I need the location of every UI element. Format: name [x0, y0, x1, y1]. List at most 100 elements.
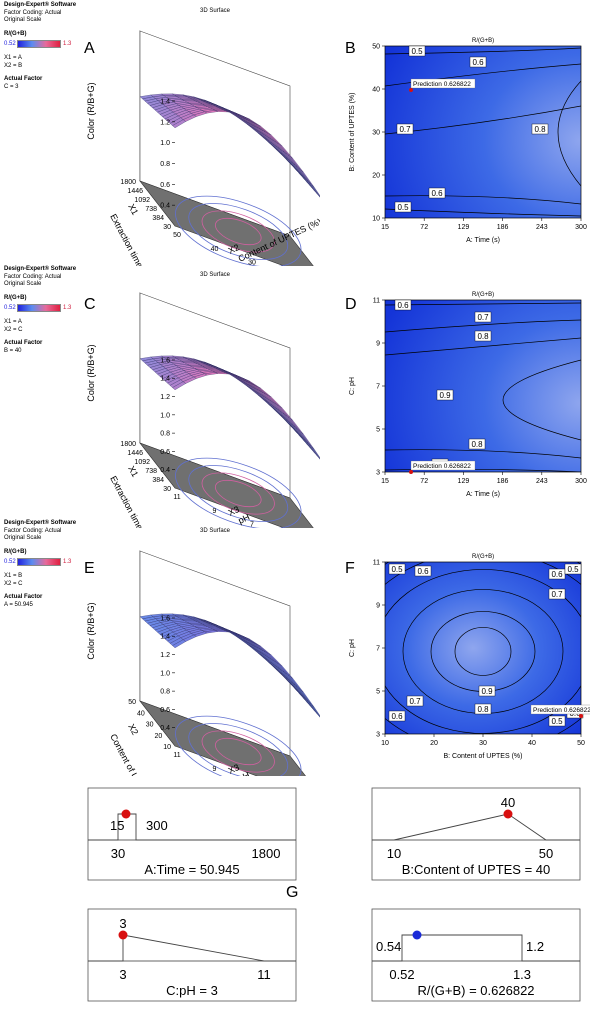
x1-tick-label: 738 — [145, 468, 157, 475]
z-tick-label: 0.8 — [160, 431, 170, 438]
contour-plot-b: 0.5 0.6 0.7 0.8 0.6 0.5 Prediction 0.626822 15 7… — [349, 44, 587, 245]
factor-coding: Factor Coding: Actual — [4, 527, 62, 534]
z-tick-label: 1.6 — [160, 357, 170, 364]
x2-assign: X2 = C — [4, 326, 23, 333]
surface-cell — [300, 170, 315, 188]
legend-high: 1.3 — [63, 41, 72, 48]
contour-label-box — [478, 685, 496, 697]
contour-label: 0.7 — [399, 125, 411, 134]
x1-axis-title: Content of UPTES (%) — [108, 732, 159, 776]
panel-letter-e: E — [84, 560, 95, 577]
contour-label: 0.5 — [397, 203, 409, 212]
panel-letter-d: D — [345, 296, 357, 313]
x1-tick-label: 384 — [152, 215, 164, 222]
ramp-right-tick: 1800 — [252, 846, 281, 861]
contour-label-box — [406, 695, 424, 707]
contour-label: 0.5 — [567, 565, 579, 574]
ramp-high: 1.2 — [526, 939, 544, 954]
x1-axis-title: Extraction time (s) — [108, 474, 151, 528]
contour-label-box — [408, 45, 426, 57]
prediction-box — [530, 704, 590, 715]
floor-contour — [188, 203, 289, 260]
x1-tick-label: 30 — [163, 486, 171, 493]
actual-factor-label: Actual Factor — [4, 76, 43, 82]
contour-title-d: R/(G+B) — [472, 292, 495, 298]
contour-label-box — [394, 299, 412, 311]
prediction-point — [579, 714, 583, 718]
ramp-title: R/(G+B) = 0.626822 — [417, 983, 534, 998]
ramp-box — [371, 908, 581, 1002]
contour-label: 0.6 — [472, 58, 484, 67]
x-tick-label: 30 — [479, 740, 487, 747]
prediction-box — [410, 460, 476, 471]
surface-plot-a: 0.4 0.6 0.8 1.0 1.2 1.4 Color (R/B+G) 30 384 738 1… — [86, 30, 320, 266]
panel-letter-a: A — [84, 40, 95, 57]
floor-contour — [175, 195, 302, 266]
contour-plot-d: 0.60.70.80.90.80.7Prediction 0.626822157… — [349, 298, 587, 499]
x-axis-title: B: Content of UPTES (%) — [444, 753, 523, 760]
floor-contour — [214, 737, 262, 766]
panel-letter-b: B — [345, 40, 356, 57]
x2-tick-label: 11 — [173, 494, 180, 501]
contour-line — [385, 302, 581, 306]
x1-tick-label: 10 — [163, 744, 171, 751]
contour-label-box — [531, 123, 549, 135]
actual-factor-value: C = 3 — [4, 83, 19, 90]
floor-contour — [201, 472, 275, 515]
z-tick-label: 0.8 — [160, 689, 170, 696]
contour-label: 0.7 — [409, 697, 421, 706]
y-tick-label: 20 — [372, 173, 380, 180]
x1-tick-label: 384 — [152, 477, 164, 484]
x1-assign: X1 = A — [4, 319, 22, 325]
x2-assign: X2 = C — [4, 580, 23, 587]
legend-high: 1.3 — [63, 305, 72, 312]
x2-tick-label: 7 — [250, 522, 254, 529]
scale: Original Scale — [4, 535, 42, 541]
floor-contour — [175, 457, 302, 528]
x-tick-label: 20 — [430, 740, 438, 747]
surface-cell — [309, 702, 320, 718]
ramp-line — [372, 934, 580, 962]
contour-label: 0.5 — [411, 47, 423, 56]
actual-factor-value: B = 40 — [4, 347, 22, 354]
ramp-left-tick: 10 — [387, 846, 401, 861]
surface-title-e: 3D Surface — [200, 528, 231, 534]
sidebar-e: Design-Expert® Software Factor Coding: A… — [4, 520, 76, 609]
response-name: R/(G+B) — [4, 548, 27, 555]
prediction-label: Prediction 0.626822 — [533, 707, 590, 714]
z-tick-label: 1.0 — [160, 140, 170, 147]
legend-low: 0.52 — [4, 305, 16, 312]
x1-assign: X1 = B — [4, 573, 23, 579]
contour-label: 0.6 — [391, 712, 403, 721]
x2-axis-symbol: X3 — [227, 504, 241, 518]
x-tick-label: 72 — [420, 224, 428, 231]
x2-tick-label: 40 — [211, 246, 219, 253]
contour-line — [502, 359, 581, 441]
ramp-low: 15 — [110, 818, 124, 833]
contour-line — [454, 627, 512, 676]
contour-label: 0.6 — [431, 189, 443, 198]
y-tick-label: 9 — [376, 341, 380, 348]
x1-axis-symbol: X2 — [126, 722, 140, 736]
prediction-point — [409, 88, 413, 92]
x1-tick-label: 1446 — [127, 188, 143, 195]
prediction-box — [410, 78, 476, 89]
x-tick-label: 72 — [420, 478, 428, 485]
software-name: Design-Expert® Software — [4, 2, 77, 8]
y-tick-label: 40 — [372, 87, 380, 94]
legend-low: 0.52 — [4, 559, 16, 566]
contour-label: 0.8 — [477, 332, 489, 341]
x1-tick-label: 1800 — [120, 179, 136, 186]
scale: Original Scale — [4, 17, 42, 23]
panel-letter-c: C — [84, 296, 96, 313]
color-legend — [17, 40, 62, 48]
software-name: Design-Expert® Software — [4, 520, 77, 526]
ramp-box — [371, 787, 581, 881]
x2-axis-symbol: X2 — [227, 242, 241, 256]
floor-contour — [175, 715, 302, 776]
x-tick-label: 243 — [536, 224, 548, 231]
x1-tick-label: 738 — [145, 206, 157, 213]
surface-title-c: 3D Surface — [200, 272, 231, 278]
legend-low: 0.52 — [4, 41, 16, 48]
floor-plane — [139, 442, 314, 528]
